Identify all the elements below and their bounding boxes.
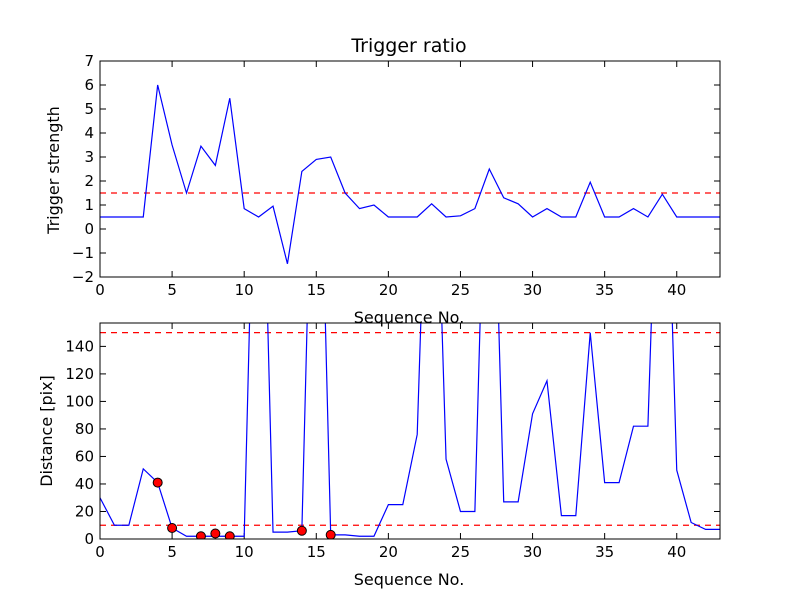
y-tick-label: 0 [84, 530, 94, 548]
x-tick-label: 0 [95, 543, 105, 561]
x-tick-label: 0 [95, 281, 105, 299]
y-tick-label: −1 [72, 244, 94, 262]
trigger-marker-point [167, 522, 178, 533]
x-tick-label: 25 [451, 281, 470, 299]
axis-ticks: 0 5 10 15 20 25 30 35 40 0 20 40 60 80 100 120 140 [65, 323, 720, 561]
trigger-markers [152, 477, 336, 539]
y-tick-label: 0 [84, 220, 94, 238]
y-tick-label: 40 [75, 475, 94, 493]
x-tick-label: 40 [667, 543, 686, 561]
trigger-marker-point [152, 477, 163, 488]
y-tick-label: 6 [84, 76, 94, 94]
y-axis-label: Distance [pix] [37, 375, 56, 487]
y-tick-label: 3 [84, 148, 94, 166]
x-tick-label: 30 [523, 281, 542, 299]
distance-series-line [100, 323, 720, 537]
distance-chart: Distance [pix] Sequence No. 0 5 10 15 20 25 30… [37, 322, 721, 589]
x-axis-label: Sequence No. [354, 570, 465, 589]
x-tick-label: 15 [307, 281, 326, 299]
chart-title: Trigger ratio [350, 35, 466, 57]
x-tick-label: 30 [523, 543, 542, 561]
trigger-marker-point [325, 529, 336, 539]
x-tick-label: 20 [379, 281, 398, 299]
trigger-marker-point [210, 528, 221, 539]
x-tick-label: 35 [595, 281, 614, 299]
y-tick-label: 20 [75, 502, 94, 520]
y-tick-label: 80 [75, 420, 94, 438]
y-axis-label: Trigger strength [44, 106, 63, 235]
y-tick-label: 1 [84, 196, 94, 214]
x-tick-label: 20 [379, 543, 398, 561]
plot-frame [99, 60, 721, 278]
x-tick-label: 5 [167, 543, 177, 561]
plot-frame [99, 322, 721, 540]
x-tick-label: 15 [307, 543, 326, 561]
trigger-marker-point [224, 531, 235, 539]
trigger-marker-point [296, 525, 307, 536]
trigger-ratio-chart: Trigger ratio Trigger strength Sequence … [44, 35, 721, 327]
x-axis-label: Sequence No. [354, 308, 465, 327]
x-tick-label: 40 [667, 281, 686, 299]
y-tick-label: −2 [72, 268, 94, 286]
x-tick-label: 35 [595, 543, 614, 561]
trigger-strength-series-line [100, 84, 720, 264]
threshold-lines [100, 332, 720, 526]
x-tick-label: 10 [235, 543, 254, 561]
y-tick-label: 7 [84, 52, 94, 70]
y-tick-label: 5 [84, 100, 94, 118]
y-tick-label: 2 [84, 172, 94, 190]
y-tick-label: 4 [84, 124, 94, 142]
y-tick-label: 100 [65, 392, 94, 410]
x-tick-label: 10 [235, 281, 254, 299]
x-tick-label: 5 [167, 281, 177, 299]
axis-ticks: 0 5 10 15 20 25 30 35 40 −2 −1 0 1 2 3 4 5 6 7 [72, 52, 720, 299]
trigger-marker-point [195, 531, 206, 539]
x-tick-label: 25 [451, 543, 470, 561]
y-tick-label: 140 [65, 337, 94, 355]
y-tick-label: 60 [75, 447, 94, 465]
y-tick-label: 120 [65, 365, 94, 383]
